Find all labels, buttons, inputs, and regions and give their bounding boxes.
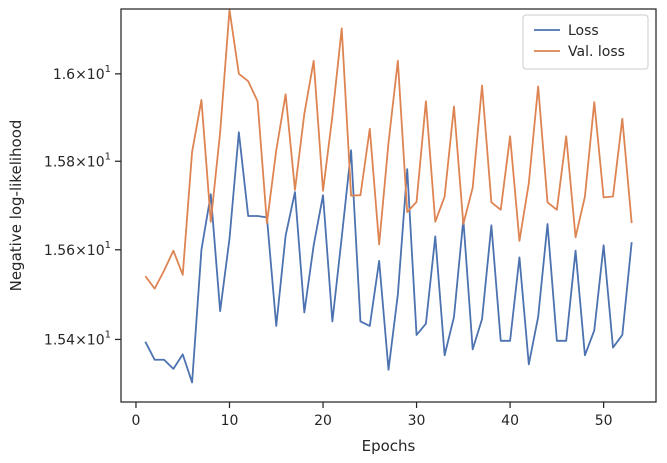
- plot-frame: [120, 8, 657, 403]
- legend-box: [522, 14, 649, 70]
- x-tick-label: 40: [501, 413, 519, 429]
- y-tick-exponent: 1: [105, 64, 111, 75]
- y-tick-mantissa: 1.54: [44, 332, 75, 348]
- x-axis: 0 10 20 30 40 50: [132, 402, 613, 429]
- y-tick-mantissa: 1.56: [44, 243, 75, 259]
- y-tick-times: ×10: [75, 332, 105, 348]
- x-tick-label: 50: [595, 413, 613, 429]
- legend-label: Loss: [568, 23, 599, 39]
- y-tick-exponent: 1: [105, 329, 111, 340]
- y-tick-times: ×10: [75, 67, 105, 83]
- y-tick-label: 1.58×101: [44, 151, 111, 170]
- x-axis-label: Epochs: [362, 437, 416, 455]
- series-layer: [144, 8, 633, 384]
- legend-label: Val. loss: [568, 44, 625, 60]
- series-line-val-loss: [144, 8, 633, 290]
- y-tick-times: ×10: [75, 154, 105, 170]
- x-tick-label: 30: [408, 413, 426, 429]
- y-tick-mantissa: 1.6: [53, 67, 75, 83]
- y-axis-label: Negative log-likelihood: [7, 120, 25, 292]
- y-tick-label: 1.56×101: [44, 240, 111, 259]
- x-tick-label: 10: [221, 413, 239, 429]
- y-tick-times: ×10: [75, 243, 105, 259]
- series-line-loss: [144, 131, 633, 384]
- x-tick-label: 0: [132, 413, 141, 429]
- y-tick-mantissa: 1.58: [44, 154, 75, 170]
- x-tick-label: 20: [314, 413, 332, 429]
- y-tick-exponent: 1: [105, 240, 111, 251]
- y-tick-exponent: 1: [105, 151, 111, 162]
- y-tick-label: 1.54×101: [44, 329, 111, 348]
- legend: Loss Val. loss: [522, 14, 649, 70]
- y-tick-label: 1.6×101: [53, 64, 111, 83]
